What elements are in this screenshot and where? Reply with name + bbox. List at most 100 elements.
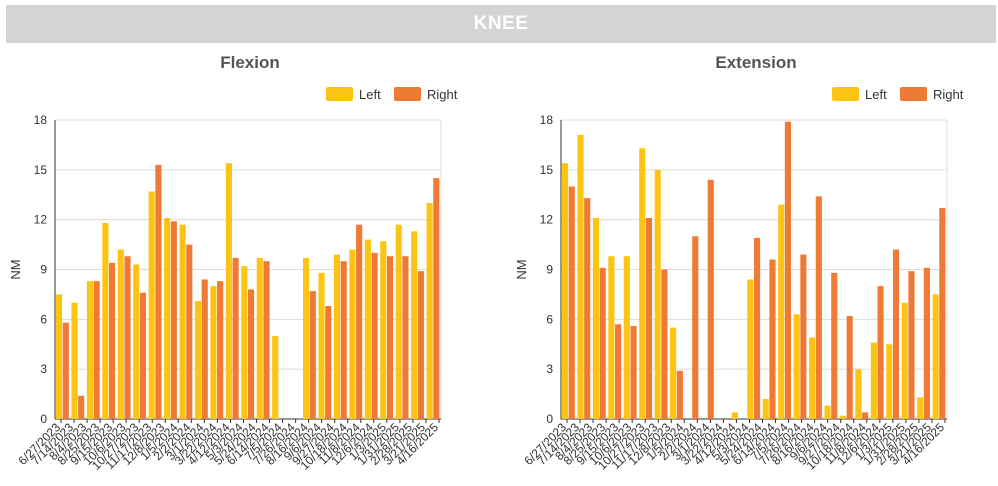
flexion-y-tick-label: 18 <box>34 113 48 127</box>
extension-y-tick-label: 15 <box>540 163 554 177</box>
extension-bar-right <box>908 271 915 419</box>
extension-bar-left <box>608 256 615 419</box>
extension-bar-right <box>676 370 683 419</box>
extension-y-tick-label: 12 <box>540 213 554 227</box>
extension-bar-left <box>901 302 908 419</box>
flexion-y-tick-label: 9 <box>40 263 47 277</box>
flexion-title: Flexion <box>220 53 280 72</box>
extension-legend-swatch-right <box>900 87 927 101</box>
flexion-bar-right <box>155 164 162 419</box>
flexion-bar-left <box>411 231 418 419</box>
extension-bar-right <box>769 259 776 419</box>
flexion-bar-right <box>356 224 363 419</box>
extension-bar-left <box>623 256 630 419</box>
extension-bar-right <box>599 267 606 419</box>
flexion-bar-right <box>78 395 85 419</box>
flexion-bar-left <box>117 249 124 419</box>
extension-bar-right <box>692 236 699 419</box>
flexion-bar-left <box>71 302 78 419</box>
flexion-bar-right <box>232 257 239 419</box>
flexion-bar-left <box>364 239 371 419</box>
extension-bar-left <box>778 204 785 419</box>
flexion-bar-left <box>102 222 109 419</box>
flexion-legend-swatch-left <box>326 87 353 101</box>
extension-y-tick-label: 9 <box>546 263 553 277</box>
flexion-bar-right <box>263 261 270 419</box>
flexion-bar-left <box>56 294 63 419</box>
flexion-bar-right <box>248 289 255 419</box>
flexion-bar-right <box>340 261 347 419</box>
flexion-bar-left <box>303 257 310 419</box>
extension-legend-swatch-left <box>832 87 859 101</box>
extension-y-axis-label: NM <box>514 259 529 279</box>
extension-bar-right <box>815 196 822 419</box>
extension-bar-right <box>877 286 884 419</box>
extension-bar-right <box>584 198 591 419</box>
flexion-bar-left <box>256 257 263 419</box>
flexion-bar-left <box>349 249 356 419</box>
extension-y-tick-label: 0 <box>546 412 553 426</box>
extension-bar-right <box>862 412 869 419</box>
flexion-y-tick-label: 3 <box>40 362 47 376</box>
extension-bar-left <box>762 399 769 419</box>
flexion-bar-left <box>333 254 341 419</box>
extension-bar-left <box>731 412 738 419</box>
extension-bar-left <box>917 397 924 419</box>
flexion-bar-left <box>380 241 387 419</box>
flexion-bar-right <box>186 244 193 419</box>
extension-bar-right <box>939 208 946 419</box>
extension-bar-left <box>886 344 893 419</box>
flexion-bar-right <box>386 256 394 419</box>
extension-bar-left <box>793 314 800 419</box>
extension-bar-right <box>615 324 622 419</box>
extension-bar-left <box>670 327 677 419</box>
flexion-bar-left <box>86 281 93 419</box>
extension-chart: Extension Left Right 0 3 6 9 12 15 18 NM 6/27/2023 7… <box>506 44 998 486</box>
flexion-y-tick-label: 12 <box>34 213 48 227</box>
extension-bar-right <box>754 237 761 419</box>
flexion-bar-right <box>371 252 378 419</box>
flexion-bar-left <box>194 301 202 419</box>
flexion-bar-left <box>426 203 433 419</box>
extension-bar-left <box>577 134 584 419</box>
section-title: KNEE <box>473 13 529 34</box>
flexion-legend-label-right: Right <box>427 87 458 102</box>
extension-title: Extension <box>715 53 796 72</box>
extension-bar-right <box>707 179 714 419</box>
extension-bar-right <box>661 269 668 419</box>
flexion-legend-swatch-right <box>394 87 421 101</box>
extension-bar-left <box>824 405 831 419</box>
flexion-bar-right <box>402 256 409 419</box>
extension-bar-right <box>784 121 791 420</box>
flexion-bar-left <box>148 191 155 419</box>
extension-bar-right <box>831 272 838 419</box>
extension-bar-right <box>568 186 575 419</box>
flexion-bar-left <box>133 264 140 419</box>
extension-y-tick-label: 3 <box>546 362 553 376</box>
extension-bar-right <box>892 249 900 419</box>
flexion-bar-right <box>139 292 147 419</box>
extension-bar-right <box>630 325 637 419</box>
flexion-bar-left <box>241 266 248 419</box>
extension-y-tick-label: 6 <box>546 312 553 326</box>
flexion-bar-right <box>170 221 177 419</box>
extension-legend-label-left: Left <box>865 87 887 102</box>
flexion-bar-right <box>417 271 424 419</box>
extension-y-tick-label: 18 <box>540 113 554 127</box>
extension-bar-left <box>562 163 569 419</box>
extension-bar-right <box>923 267 930 419</box>
extension-legend-label-right: Right <box>933 87 964 102</box>
flexion-bar-left <box>179 224 186 419</box>
flexion-bar-left <box>164 218 171 419</box>
flexion-chart: Flexion Left Right 0 3 6 9 12 15 18 NM 6/27/2023 7/1… <box>0 44 498 486</box>
flexion-bar-right <box>93 281 100 419</box>
flexion-bar-right <box>309 291 316 419</box>
extension-bar-right <box>800 254 807 419</box>
section-header: KNEE <box>6 5 996 43</box>
flexion-bar-right <box>124 256 131 419</box>
flexion-legend-label-left: Left <box>359 87 381 102</box>
flexion-bar-left <box>225 163 232 419</box>
extension-bar-left <box>809 337 816 419</box>
